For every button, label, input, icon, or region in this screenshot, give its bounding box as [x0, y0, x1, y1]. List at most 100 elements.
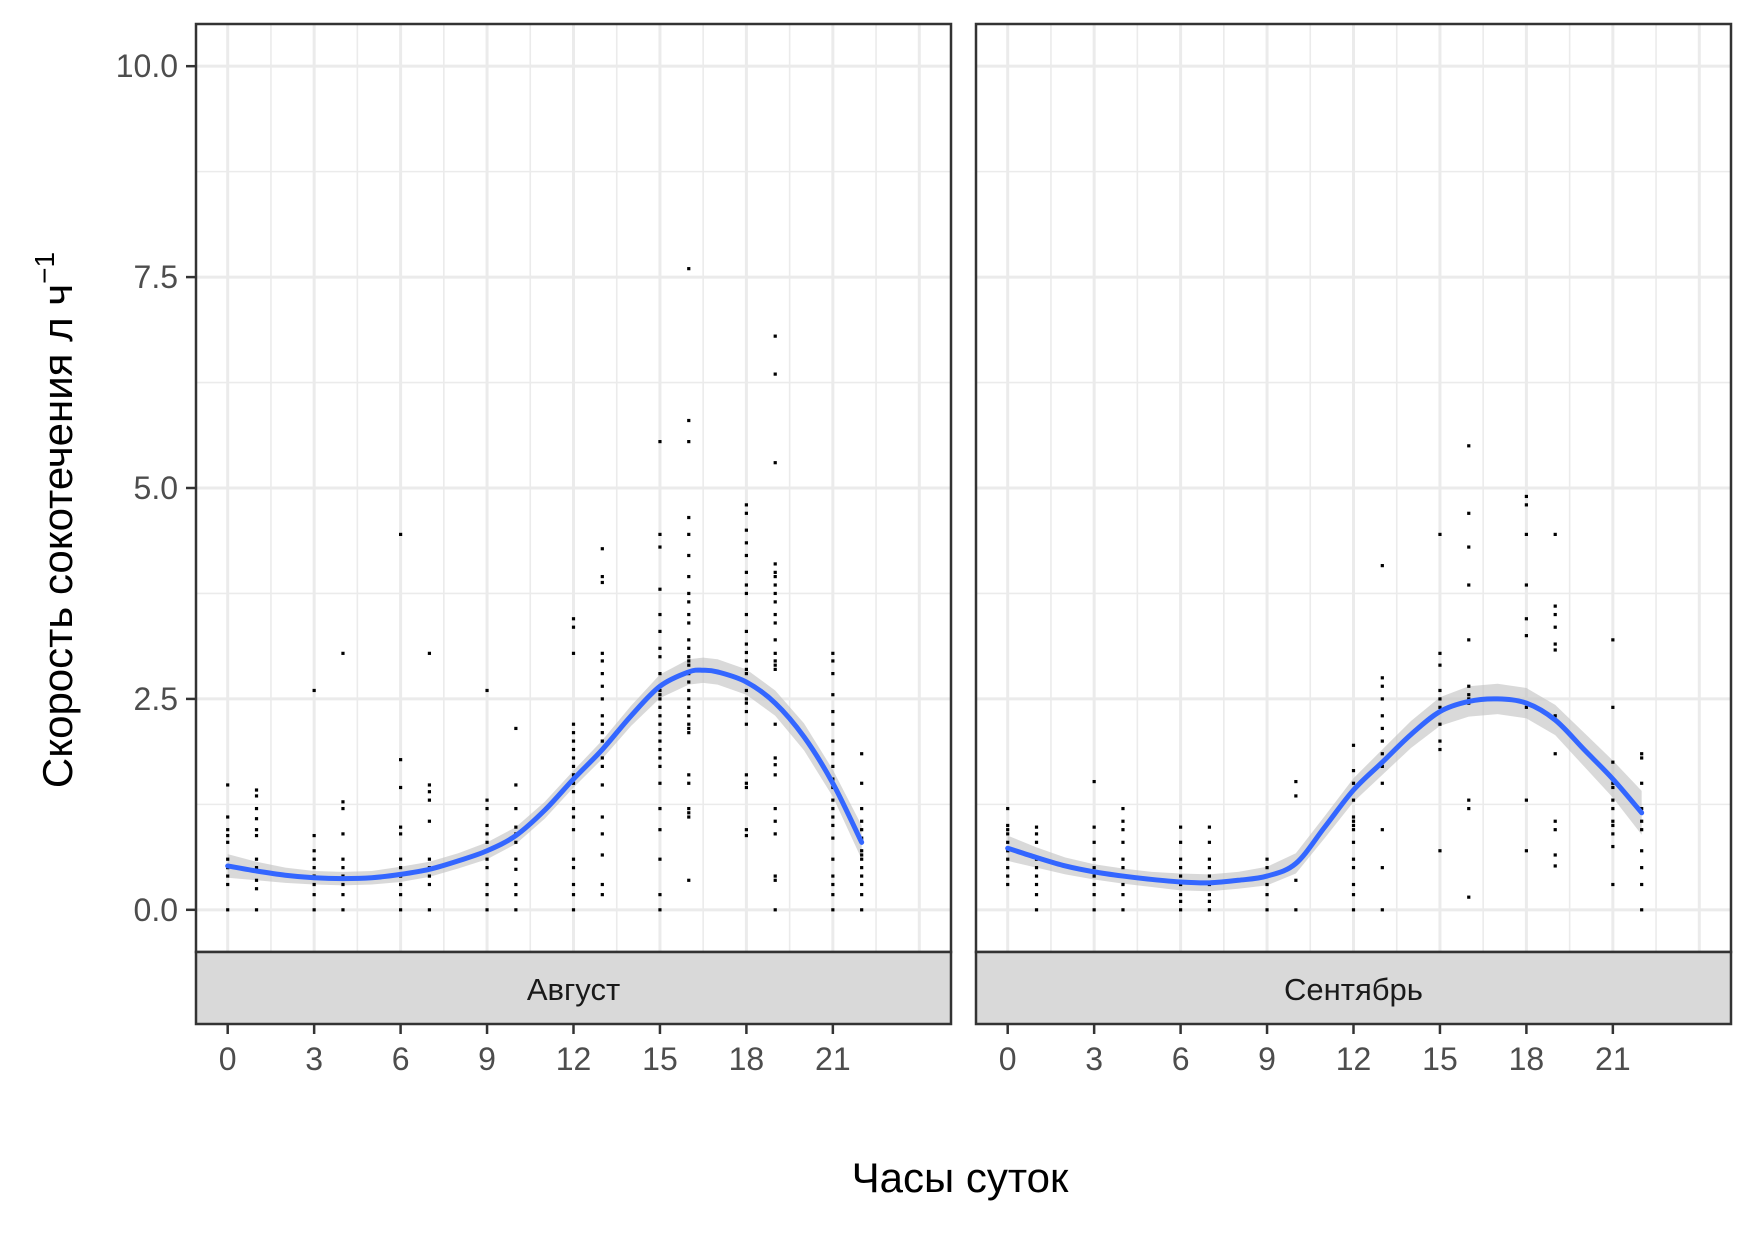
data-point [226, 828, 230, 832]
data-point [831, 882, 835, 887]
facet-strip [194, 950, 953, 1026]
data-point [658, 756, 662, 760]
data-point [254, 806, 259, 811]
x-tick-label: 12 [1336, 1041, 1372, 1077]
data-point [1178, 893, 1183, 897]
data-point [427, 790, 432, 794]
x-tick-label: 12 [556, 1041, 592, 1077]
data-point [514, 893, 518, 897]
smooth-trend-line [225, 667, 865, 882]
data-point [600, 697, 604, 701]
data-point [600, 739, 604, 743]
data-point [687, 621, 691, 625]
data-point [398, 893, 403, 897]
data-point [1380, 714, 1384, 718]
data-point [1438, 747, 1442, 752]
data-point [658, 781, 662, 785]
data-point [226, 840, 230, 844]
data-point [1438, 532, 1442, 536]
data-point [1294, 908, 1298, 912]
data-point [744, 722, 749, 726]
data-point [1034, 882, 1039, 887]
data-point [860, 857, 864, 861]
data-point [571, 722, 576, 726]
data-point [687, 440, 691, 444]
data-point [1207, 840, 1212, 844]
data-point [341, 893, 345, 897]
data-point [600, 882, 604, 887]
data-point [831, 823, 835, 828]
data-point [1380, 564, 1384, 568]
data-point [254, 833, 259, 838]
data-point [1092, 882, 1096, 887]
data-point [571, 781, 576, 785]
data-point [312, 857, 316, 861]
data-point [831, 709, 835, 714]
data-point [1092, 908, 1096, 912]
data-point [1294, 794, 1298, 798]
data-point [1207, 899, 1212, 903]
data-point [1553, 853, 1557, 857]
data-point [658, 739, 662, 743]
data-point [1640, 819, 1644, 823]
confidence-band [1007, 683, 1642, 892]
data-point [687, 688, 691, 693]
data-point [1380, 676, 1384, 680]
data-point [744, 781, 749, 785]
data-point [398, 908, 403, 912]
data-point [658, 705, 662, 709]
data-point [312, 893, 316, 897]
data-point [1351, 828, 1356, 832]
data-point [485, 798, 489, 802]
data-point [773, 638, 777, 642]
data-point [312, 866, 316, 870]
data-point [1178, 825, 1183, 829]
data-point [1467, 583, 1471, 587]
data-point [831, 739, 835, 743]
data-point [254, 828, 259, 832]
data-point [860, 828, 864, 832]
data-point [1121, 806, 1125, 811]
data-point [341, 651, 345, 655]
data-point [831, 672, 835, 676]
data-point [831, 908, 835, 912]
data-point [1640, 866, 1644, 870]
data-point [514, 806, 518, 811]
data-point [1380, 739, 1384, 743]
data-point [1006, 832, 1010, 836]
data-point [485, 893, 489, 897]
data-point [687, 663, 691, 667]
data-point [860, 882, 864, 887]
data-point [1265, 908, 1269, 912]
data-point [1611, 832, 1615, 836]
data-point [773, 574, 777, 579]
data-point [773, 659, 777, 663]
data-point [773, 600, 777, 604]
data-point [1380, 752, 1384, 756]
data-point [571, 882, 576, 887]
data-point [1178, 840, 1183, 844]
data-point [341, 908, 345, 912]
data-point [1178, 857, 1183, 861]
data-point [1611, 806, 1615, 811]
data-point [658, 764, 662, 768]
data-point [831, 798, 835, 802]
data-point [1438, 688, 1442, 693]
data-point [1034, 908, 1039, 912]
data-point [744, 503, 749, 507]
data-point [687, 267, 691, 271]
smooth-trend-line [1005, 696, 1645, 886]
data-point [658, 672, 662, 676]
data-point [1121, 866, 1125, 870]
data-point [1611, 760, 1615, 764]
data-point [658, 688, 662, 693]
data-point [1351, 882, 1356, 887]
data-point [1207, 825, 1212, 829]
data-point [1553, 752, 1557, 756]
data-point [687, 574, 691, 579]
data-point [658, 893, 662, 897]
data-point [1553, 819, 1557, 823]
data-point [1351, 798, 1356, 802]
data-point [1438, 722, 1442, 726]
data-point [226, 833, 230, 838]
